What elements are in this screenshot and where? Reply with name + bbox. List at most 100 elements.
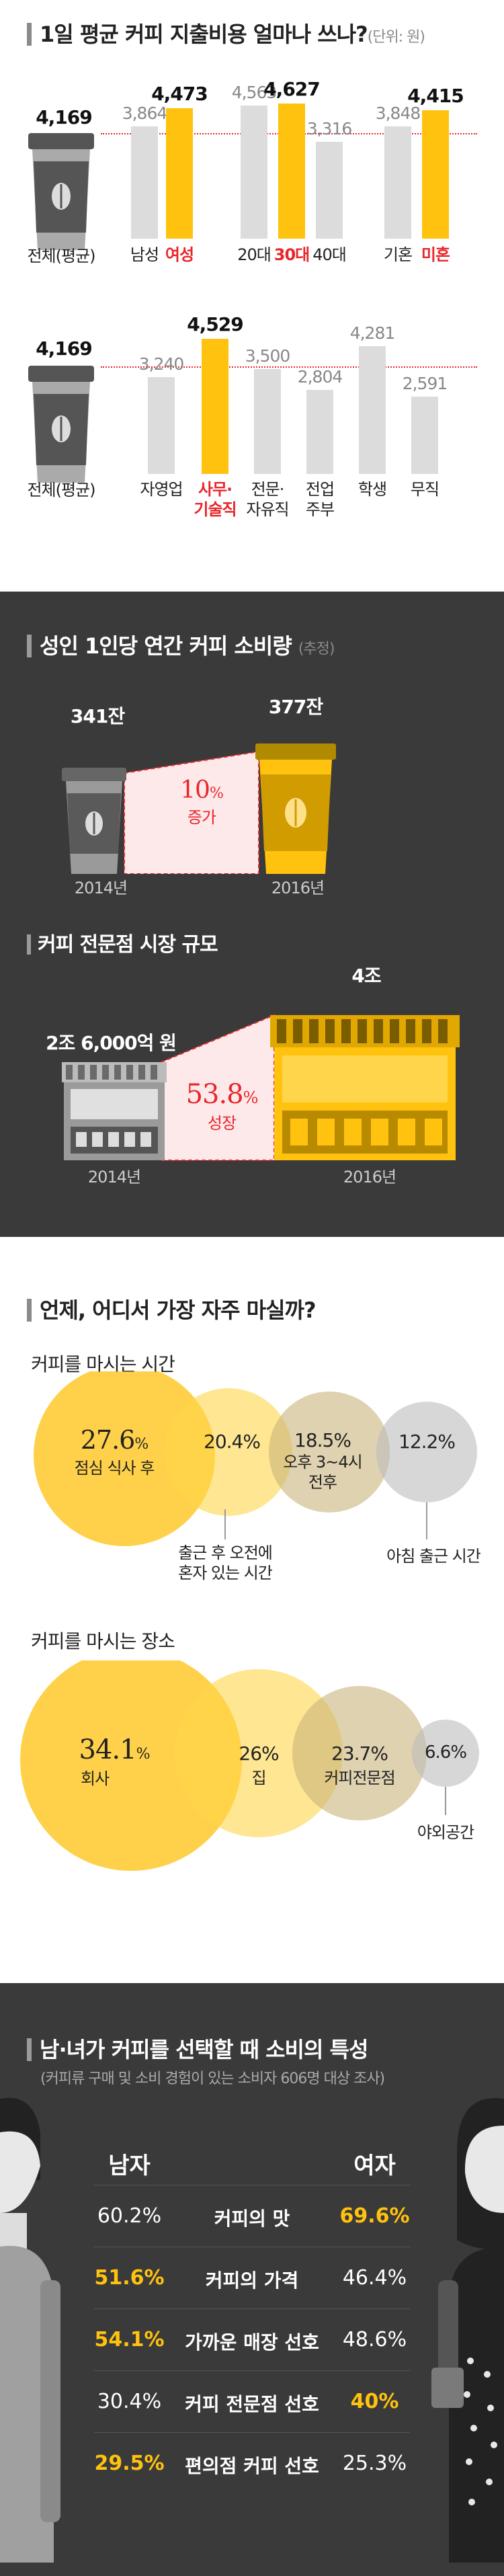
place-circles [20,1660,479,1871]
chart-bar [306,390,333,474]
consumption-section: 성인 1인당 연간 커피 소비량 (추정) 341잔 377잔 10% 증가 2… [0,592,504,1237]
place-pct-2: 26% 집 [218,1742,299,1788]
place-pct-1-unit: % [136,1746,151,1763]
bar-value-label: 3,316 [306,119,353,139]
gender-section: 남·녀가 커피를 선택할 때 소비의 특성 (커피류 구매 및 소비 경험이 있… [0,1983,504,2576]
male-value: 29.5% [94,2452,165,2475]
chart-bar [254,369,281,474]
title-marker [27,2038,32,2061]
market-from-value: 2조 6,000억 원 [46,1032,177,1054]
place-label-2: 집 [251,1769,266,1787]
bar-category-label: 자영업 [140,480,183,499]
chart-bar [166,108,193,239]
male-value: 60.2% [97,2204,162,2228]
female-value: 40% [350,2390,399,2413]
item-label: 가까운 매장 선호 [185,2331,319,2353]
bar-value-label: 3,848 [375,104,421,124]
male-value: 51.6% [94,2266,165,2290]
bar-category-label: 여성 [165,245,194,264]
female-value: 69.6% [339,2204,410,2228]
table-row: 54.1% 가까운 매장 선호 48.6% [94,2308,410,2370]
female-header: 여자 [353,2152,396,2179]
female-value: 25.3% [342,2452,407,2475]
consumption-graphic [62,743,336,874]
bar-category-label: 40대 [312,245,347,264]
market-to-value: 4조 [351,965,381,987]
gender-title-text: 남·녀가 커피를 선택할 때 소비의 특성 [40,2037,368,2062]
time-pct-3: 18.5% [294,1429,351,1451]
chart-bar [131,126,158,239]
time-label-4: 아침 출근 시간 [386,1547,481,1566]
consumption-to-value: 377잔 [268,696,323,718]
bar-category-label: 무직 [410,480,439,499]
item-label: 편의점 커피 선호 [185,2455,319,2477]
market-compare: 4조 2조 6,000억 원 53.8% 성장 [0,961,504,1230]
market-title-text: 커피 전문점 시장 규모 [38,933,218,957]
male-value: 54.1% [94,2328,165,2351]
male-value: 30.4% [97,2390,162,2413]
coffee-cup-icon [28,133,94,250]
chart-bar [422,110,449,239]
bar-value-label: 4,563 [231,83,278,103]
spending-unit: (단위: 원) [367,29,425,46]
coffee-cup-icon-2 [28,366,94,483]
bar-value-label: 3,864 [122,103,168,123]
consumption-growth-unit: % [209,785,224,802]
bar-value-label: 3,240 [138,354,185,374]
market-to-year: 2016년 [343,1168,396,1186]
bar-category-label: 20대 [237,245,271,264]
female-figure-icon [431,2098,504,2563]
chart-bar [202,338,228,474]
market-growth-unit: % [243,1088,259,1107]
time-pct-2: 20.4% [204,1431,261,1453]
table-row: 60.2% 커피의 맛 69.6% [94,2185,410,2246]
bar-value-label: 4,529 [187,313,244,335]
bar-category-label: 전업 주부 [305,480,335,519]
avg-dotted-line-2 [101,366,477,368]
title-marker [27,635,32,657]
market-title: 커피 전문점 시장 규모 [27,928,218,957]
market-growth-value: 53.8 [185,1079,244,1110]
when-where-title: 언제, 어디서 가장 자주 마실까? [27,1293,317,1324]
spending-chart-2: 4,169 전체(평균) 3,240 자영업 4,529 사무· 기술직 3,500 전문… [0,289,504,524]
place-pct-3: 23.7% 커피전문점 [306,1742,413,1788]
place-pct-4: 6.6% [424,1742,467,1763]
consumption-title-text: 성인 1인당 연간 커피 소비량 [40,633,292,659]
bar-category-label: 남성 [130,245,159,264]
place-label-1: 회사 [81,1769,110,1788]
consumption-title: 성인 1인당 연간 커피 소비량 (추정) [27,629,335,660]
avg-label: 전체(평균) [27,247,95,266]
avg-value: 4,169 [36,106,93,128]
place-pct-1-value: 34.1 [79,1734,137,1765]
when-where-section: 언제, 어디서 가장 자주 마실까? 커피를 마시는 시간 27.6% 점심 식… [0,1237,504,1983]
bar-value-label: 2,804 [297,367,343,387]
time-label-3: 오후 3~4시 전후 [283,1453,363,1492]
consumption-compare: 341잔 377잔 10% 증가 2014년 2016년 [0,692,504,908]
place-pct-2-value: 26% [239,1742,279,1765]
male-header: 남자 [108,2152,151,2179]
gender-subtitle: (커피류 구매 및 소비 경험이 있는 소비자 606명 대상 조사) [40,2070,385,2087]
chart-bar [148,377,175,474]
consumption-growth-value: 10 [180,776,210,804]
spending-title: 1일 평균 커피 지출비용 얼마나 쓰나?(단위: 원) [27,17,425,48]
chart-bar [384,126,411,239]
market-growth-label: 성장 [207,1114,237,1133]
chart-bar [241,106,267,239]
consumption-growth-label: 증가 [187,808,216,827]
spending-chart-1: 4,169 전체(평균) 3,864 남성 4,473 여성 4,563 20대 4,627… [0,67,504,289]
market-graphic [62,1014,460,1161]
when-where-title-text: 언제, 어디서 가장 자주 마실까? [40,1297,317,1323]
market-title-marker [27,934,31,955]
consumption-to-year: 2016년 [271,879,325,897]
bar-category-label: 30대 [274,245,310,264]
consumption-unit: (추정) [298,641,335,657]
time-pct-1: 27.6% 점심 식사 후 [44,1425,185,1478]
bar-value-label: 4,473 [151,83,208,106]
chart-bar [411,396,438,474]
place-label-3: 커피전문점 [324,1769,395,1787]
consumption-from-year: 2014년 [74,879,128,897]
chart-bar [316,142,343,239]
bar-category-label: 기혼 [383,245,413,264]
bar-value-label: 4,415 [407,84,464,107]
table-row: 51.6% 커피의 가격 46.4% [94,2247,410,2308]
